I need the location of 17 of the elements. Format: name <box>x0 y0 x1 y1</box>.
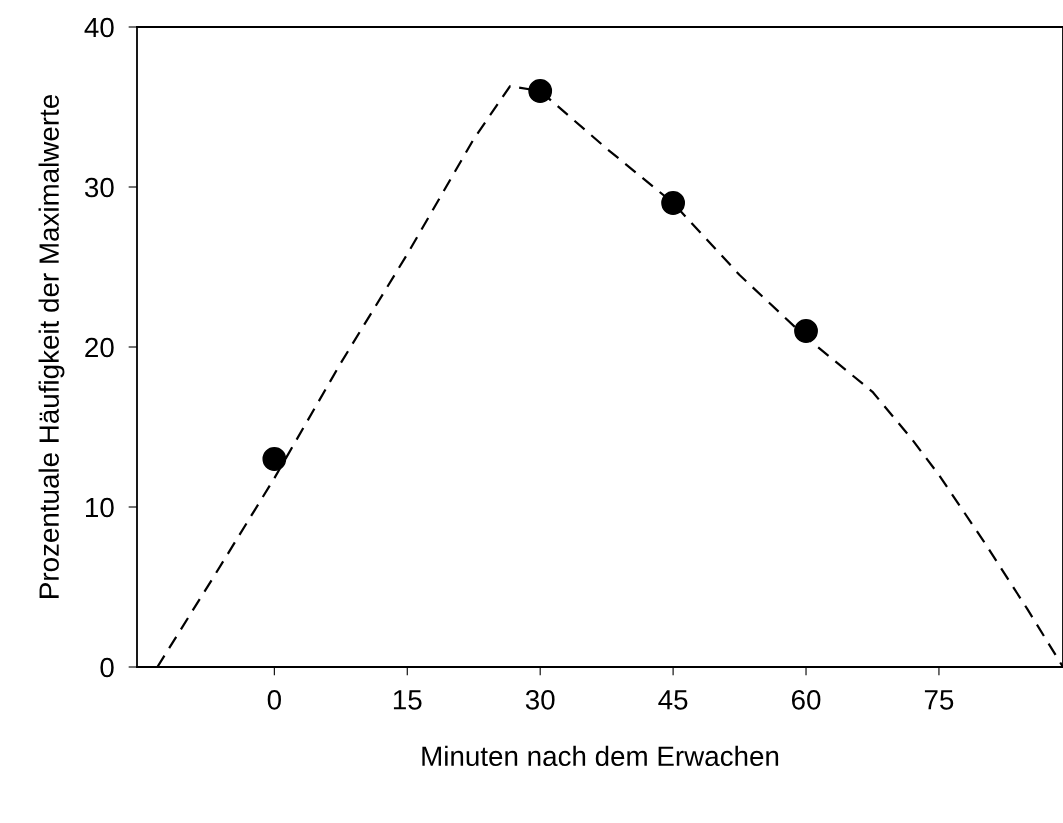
y-tick-label: 30 <box>84 177 114 198</box>
x-tick-label: 30 <box>525 689 555 710</box>
y-tick-label: 40 <box>84 17 114 38</box>
x-axis-title: Minuten nach dem Erwachen <box>422 745 779 767</box>
x-tick-label: 60 <box>791 689 821 710</box>
x-tick-label: 75 <box>924 690 954 710</box>
point <box>661 191 685 215</box>
y-tick-label: 0 <box>100 657 114 678</box>
y-tick-label: 20 <box>85 337 114 358</box>
point <box>794 319 818 343</box>
point <box>262 447 287 471</box>
point <box>528 79 553 103</box>
y-axis-title: Prozentuale Häufigkeit der Maximalwerte <box>38 95 65 598</box>
x-tick-label: 45 <box>658 690 688 710</box>
x-tick-label: 0 <box>267 689 281 710</box>
x-tick-label: 15 <box>393 690 422 710</box>
y-tick-label: 10 <box>86 497 114 518</box>
